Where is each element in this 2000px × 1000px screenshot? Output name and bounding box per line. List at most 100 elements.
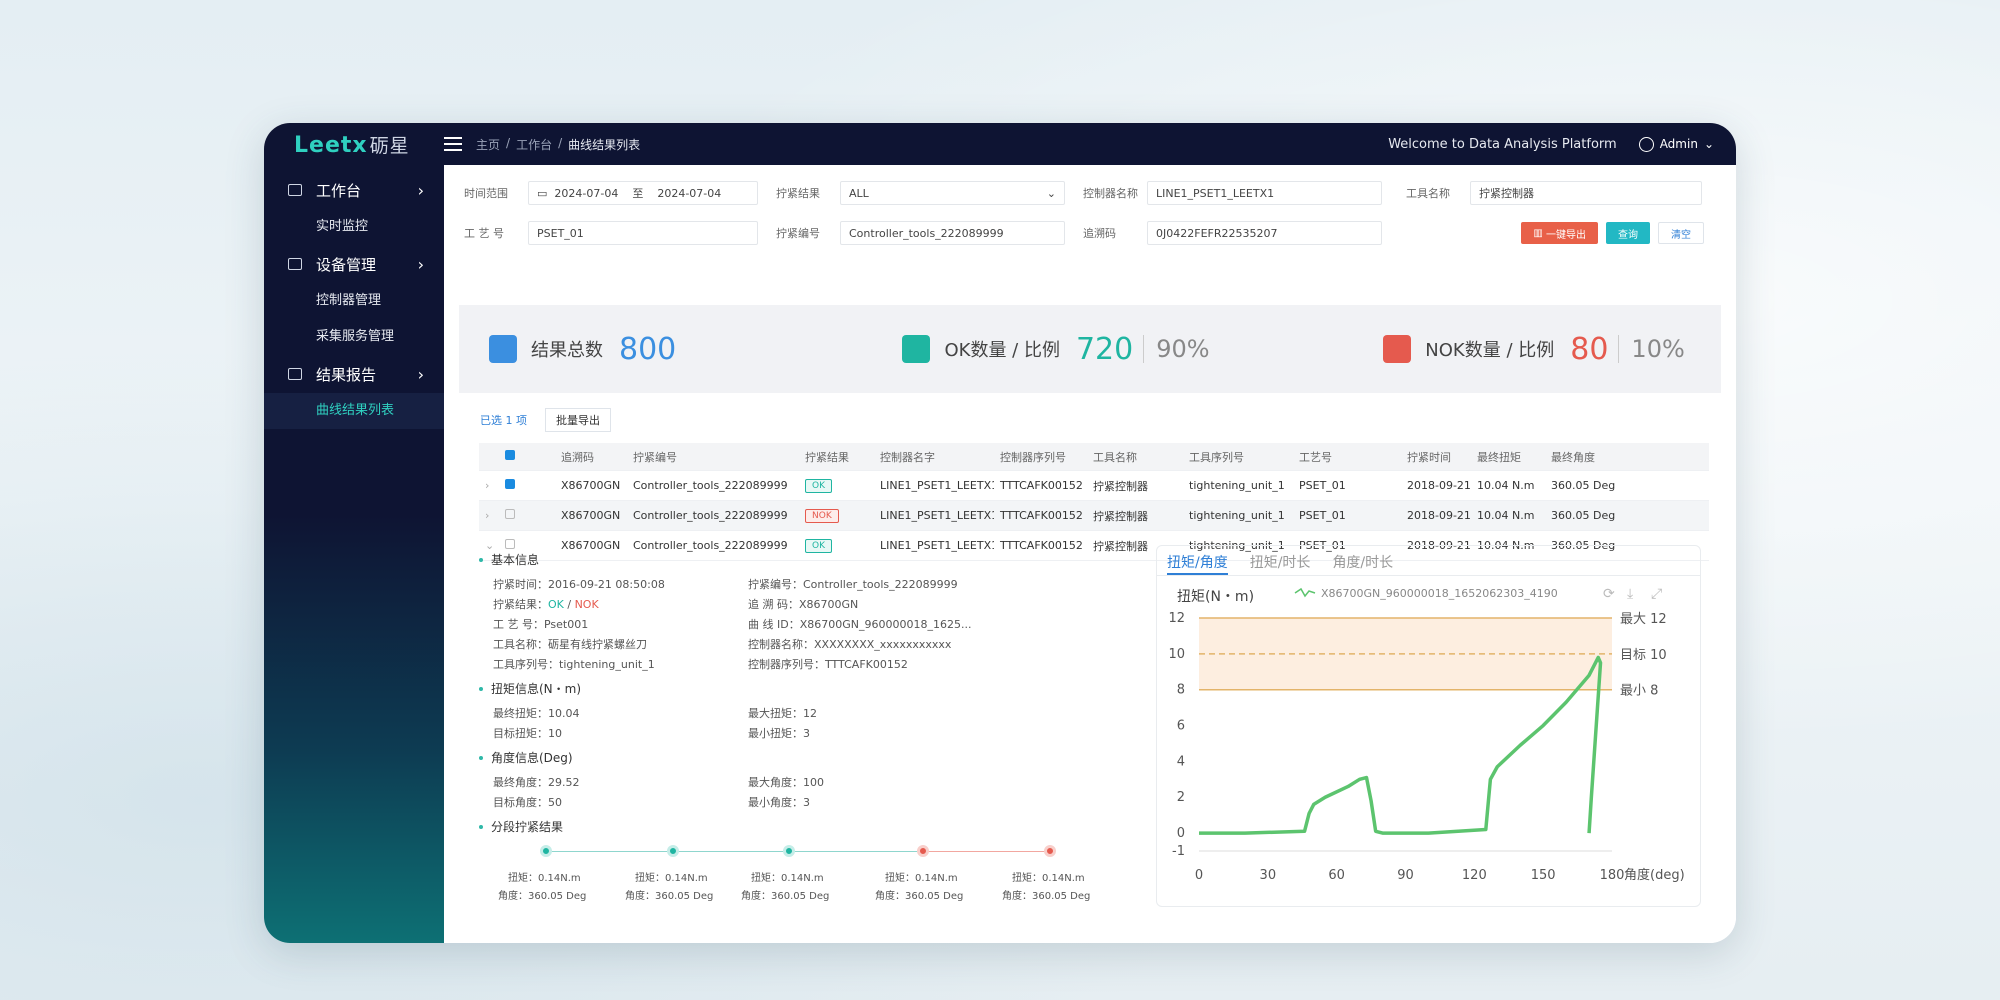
sidebar-item-collectors[interactable]: 采集服务管理 <box>316 329 395 344</box>
step-dot[interactable] <box>917 845 929 857</box>
clear-button[interactable]: 清空 <box>1658 222 1704 244</box>
table-cell: X86700GN <box>561 479 621 492</box>
select-all-checkbox[interactable] <box>499 450 555 463</box>
chevron-down-icon[interactable]: ⌄ <box>485 539 495 552</box>
table-row[interactable]: › X86700GN Controller_tools_222089999 OK LIN… <box>479 471 1709 501</box>
menu-toggle-icon[interactable] <box>444 137 462 151</box>
info-row: 工具名称：砺星有线拧紧螺丝刀 控制器名称：XXXXXXXX_xxxxxxxxxxx <box>493 638 952 651</box>
app-window: Leetx 砺星 主页 / 工作台 / 曲线结果列表 Welcome to Data … <box>264 123 1736 943</box>
search-button[interactable]: 查询 <box>1606 222 1650 244</box>
result-select[interactable]: ALL ⌄ <box>840 181 1065 205</box>
refresh-icon[interactable]: ⟳ <box>1603 586 1615 602</box>
tab-angle-time[interactable]: 角度/时长 <box>1332 555 1394 571</box>
x-tick-label: 0 <box>1195 868 1203 883</box>
column-header[interactable]: 最终扭矩 <box>1477 450 1521 464</box>
step-timeline: 扭矩：0.14N.m 角度：360.05 Deg 扭矩：0.14N.m 角度：360.… <box>479 843 1149 913</box>
step-dot[interactable] <box>667 845 679 857</box>
table-cell: X86700GN <box>561 539 621 552</box>
x-tick-label: 60 <box>1328 868 1345 883</box>
export-all-button[interactable]: ▥ 一键导出 <box>1521 222 1598 244</box>
info-row: 拧紧结果：OK / NOK 追 溯 码：X86700GN <box>493 598 859 611</box>
selection-bar: 已选 1 项 批量导出 <box>480 408 611 432</box>
info-row: 工具序列号：tightening_unit_1 控制器序列号：TTTCAFK001… <box>493 658 908 671</box>
x-tick-label: 150 <box>1531 868 1556 883</box>
chart-tabs: 扭矩/角度 扭矩/时长 角度/时长 <box>1157 546 1700 576</box>
user-menu[interactable]: Admin ⌄ <box>1638 136 1714 152</box>
logo: Leetx 砺星 <box>294 132 410 158</box>
tool-input[interactable]: 拧紧控制器 <box>1470 181 1702 205</box>
user-icon <box>1638 136 1654 152</box>
sidebar-group-workbench[interactable]: 工作台 › <box>264 171 444 209</box>
legend-swatch <box>1294 587 1316 598</box>
step-dot[interactable] <box>540 845 552 857</box>
chevron-right-icon[interactable]: › <box>485 479 490 492</box>
controller-input[interactable]: LINE1_PSET1_LEETX1 <box>1147 181 1382 205</box>
sidebar-item-curve-list[interactable]: 曲线结果列表 <box>264 393 444 429</box>
step-torque: 扭矩：0.14N.m <box>751 873 824 884</box>
column-header[interactable]: 工艺号 <box>1299 450 1332 464</box>
breadcrumb-workbench[interactable]: 工作台 <box>516 137 553 152</box>
grid-icon <box>288 184 302 196</box>
row-checkbox[interactable] <box>499 479 555 492</box>
breadcrumb-current: 曲线结果列表 <box>568 137 641 152</box>
step-angle: 角度：360.05 Deg <box>875 891 964 902</box>
chart-icon: ▥ <box>1533 227 1543 239</box>
sidebar-item-controllers[interactable]: 控制器管理 <box>316 293 382 308</box>
column-header[interactable]: 控制器序列号 <box>1000 450 1066 464</box>
table-cell: 10.04 N.m <box>1477 509 1535 522</box>
table-header: 追溯码 拧紧编号 拧紧结果 控制器名字 控制器序列号 工具名称 工具序列号 工艺号 拧紧时间 最终… <box>479 443 1709 471</box>
download-icon[interactable]: ⤓ <box>1627 586 1633 602</box>
table-cell: TTTCAFK00152 <box>1000 479 1083 492</box>
welcome-text: Welcome to Data Analysis Platform <box>1388 136 1617 152</box>
row-checkbox[interactable] <box>499 539 555 552</box>
table-cell: OK <box>799 478 874 493</box>
step-torque: 扭矩：0.14N.m <box>508 873 581 884</box>
chart-panel: 扭矩/角度 扭矩/时长 角度/时长 -1 0 2 4 6 8 10 12 0 30 60 90 120 1… <box>1156 545 1701 907</box>
table-cell: 2018-09-21 08:50:08 <box>1407 509 1471 522</box>
fullscreen-icon[interactable]: ⤢ <box>1651 586 1662 602</box>
section-title: 角度信息(Deg) <box>479 749 1149 766</box>
info-row: 拧紧时间：2016-09-21 08:50:08 拧紧编号：Controller_… <box>493 578 958 591</box>
table-cell: X86700GN <box>561 509 621 522</box>
table-cell: Controller_tools_222089999 <box>633 479 788 492</box>
x-axis-label: 角度(deg) <box>1624 867 1685 883</box>
table-row[interactable]: › X86700GN Controller_tools_222089999 NOK LI… <box>479 501 1709 531</box>
step-torque: 扭矩：0.14N.m <box>1012 873 1085 884</box>
column-header[interactable]: 最终角度 <box>1551 450 1595 464</box>
column-header[interactable]: 拧紧编号 <box>633 450 677 464</box>
column-header[interactable]: 工具名称 <box>1093 450 1137 464</box>
tab-torque-angle[interactable]: 扭矩/角度 <box>1167 552 1228 575</box>
table-cell: TTTCAFK00152 <box>1000 539 1083 552</box>
table-cell: PSET_01 <box>1299 509 1346 522</box>
sidebar-group-reports[interactable]: 结果报告 › <box>264 355 444 393</box>
batch-export-button[interactable]: 批量导出 <box>545 408 611 432</box>
result-nok: NOK <box>574 598 599 611</box>
table-cell: tightening_unit_1 <box>1189 509 1285 522</box>
step-dot[interactable] <box>783 845 795 857</box>
column-header[interactable]: 工具序列号 <box>1189 450 1244 464</box>
process-input[interactable]: PSET_01 <box>528 221 758 245</box>
row-checkbox[interactable] <box>499 509 555 522</box>
breadcrumb-home[interactable]: 主页 <box>476 137 501 152</box>
sidebar: 工作台 › 实时监控 设备管理 › 控制器管理 采集服务管理 结果报告 › 曲线结果列… <box>264 165 444 943</box>
stat-ok: OK数量 / 比例 720 90% <box>902 332 1383 367</box>
sidebar-group-devices[interactable]: 设备管理 › <box>264 245 444 283</box>
status-badge: OK <box>805 479 832 493</box>
section-title: 分段拧紧结果 <box>479 818 1149 835</box>
table-cell: 拧紧控制器 <box>1093 539 1148 553</box>
date-range-picker[interactable]: ▭ 2024-07-04 至 2024-07-04 <box>528 181 758 205</box>
tab-torque-time[interactable]: 扭矩/时长 <box>1249 555 1311 571</box>
trace-input[interactable]: 0J0422FEFR22535207 <box>1147 221 1382 245</box>
column-header[interactable]: 拧紧结果 <box>805 450 849 464</box>
step-dot[interactable] <box>1044 845 1056 857</box>
column-header[interactable]: 拧紧时间 <box>1407 450 1451 464</box>
column-header[interactable]: 控制器名字 <box>880 450 935 464</box>
sidebar-item-realtime[interactable]: 实时监控 <box>316 219 369 234</box>
y-tick-label: 10 <box>1168 647 1185 662</box>
column-header[interactable]: 追溯码 <box>561 450 594 464</box>
chevron-right-icon[interactable]: › <box>485 509 490 522</box>
selected-count: 已选 1 项 <box>480 414 527 427</box>
code-input[interactable]: Controller_tools_222089999 <box>840 221 1065 245</box>
step-angle: 角度：360.05 Deg <box>625 891 714 902</box>
